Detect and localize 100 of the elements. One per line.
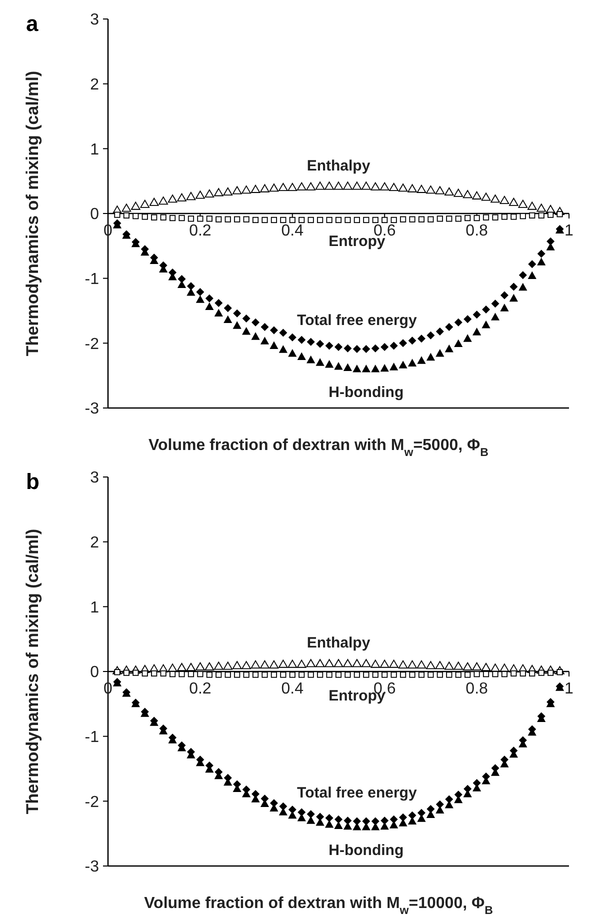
point: [536, 204, 546, 212]
point: [216, 216, 222, 222]
point: [417, 334, 426, 343]
point: [316, 358, 324, 366]
point: [408, 811, 416, 820]
point: [243, 672, 250, 678]
point: [500, 664, 510, 672]
point: [186, 192, 196, 200]
point: [205, 302, 214, 310]
point: [288, 333, 296, 342]
point: [344, 216, 351, 224]
x-axis-title: Volume fraction of dextran with M$_{w}$=10000, Φ$_{B}$: [144, 895, 493, 916]
point: [205, 294, 214, 302]
point: [197, 671, 204, 678]
point: [242, 326, 251, 335]
point: [408, 184, 417, 192]
point: [297, 352, 306, 360]
point: [206, 216, 212, 222]
point: [151, 670, 158, 676]
point: [142, 670, 148, 676]
point: [334, 362, 343, 370]
point: [296, 182, 306, 190]
point: [123, 212, 130, 218]
point: [390, 362, 398, 370]
point: [122, 204, 132, 212]
point: [446, 216, 452, 222]
point: [196, 662, 205, 670]
point: [474, 671, 480, 678]
point: [279, 328, 288, 337]
point: [510, 670, 517, 676]
point: [296, 660, 306, 668]
point: [436, 672, 443, 678]
point: [160, 214, 166, 220]
point: [463, 334, 472, 342]
point: [398, 660, 408, 668]
point: [262, 672, 268, 678]
point: [151, 214, 158, 220]
point: [362, 182, 371, 190]
point: [389, 660, 398, 668]
point: [380, 816, 389, 825]
point: [454, 339, 463, 348]
point: [474, 214, 480, 222]
y-tick-label: 1: [90, 141, 100, 158]
point: [428, 672, 434, 678]
point: [500, 196, 510, 204]
point: [436, 216, 443, 222]
point: [399, 339, 408, 348]
point: [362, 817, 370, 826]
point: [169, 214, 176, 222]
point: [149, 198, 159, 206]
x-tick-label: 0.8: [466, 680, 488, 698]
series-label: Total free energy: [297, 784, 418, 802]
point: [399, 813, 408, 822]
point: [158, 196, 168, 205]
point: [363, 216, 370, 224]
y-tick-label: 0: [90, 206, 100, 224]
point: [270, 216, 278, 224]
point: [352, 817, 361, 826]
y-tick-label: -2: [84, 794, 100, 811]
point: [390, 342, 398, 350]
point: [214, 308, 223, 317]
point: [482, 320, 490, 328]
point: [464, 315, 472, 324]
point: [335, 216, 342, 224]
point: [528, 271, 536, 279]
point: [398, 360, 408, 368]
point: [324, 659, 334, 668]
point: [278, 660, 288, 668]
point: [363, 672, 370, 678]
point: [455, 216, 462, 222]
point: [426, 331, 435, 340]
point: [371, 817, 380, 826]
point: [362, 364, 370, 372]
point: [354, 672, 360, 678]
point: [372, 672, 378, 678]
point: [334, 659, 344, 668]
point: [344, 672, 351, 678]
point: [380, 364, 389, 372]
point: [204, 662, 214, 670]
point: [140, 200, 150, 208]
point: [251, 332, 260, 340]
y-tick-label: 2: [90, 76, 100, 94]
point: [168, 194, 178, 203]
y-tick-label: -3: [84, 858, 100, 876]
y-tick-label: 1: [90, 599, 100, 616]
point: [371, 364, 380, 372]
point: [520, 670, 526, 676]
point: [324, 360, 334, 368]
point: [197, 216, 204, 222]
point: [270, 326, 278, 334]
point: [509, 294, 518, 302]
point: [243, 216, 250, 222]
point: [426, 352, 435, 361]
point: [490, 194, 500, 203]
point: [234, 672, 240, 678]
point: [315, 182, 325, 190]
point: [288, 349, 297, 357]
point: [308, 672, 314, 678]
point: [426, 804, 435, 813]
chart-title: a: [26, 11, 39, 36]
